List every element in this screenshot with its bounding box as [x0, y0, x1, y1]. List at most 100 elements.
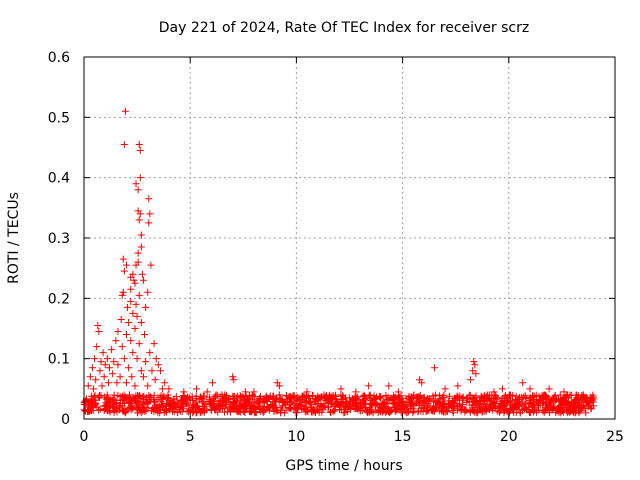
data-point [491, 398, 499, 406]
data-point [330, 407, 338, 415]
data-point [120, 267, 128, 275]
data-point [423, 396, 431, 404]
data-point [487, 397, 495, 405]
data-point [505, 393, 513, 401]
data-point [275, 382, 283, 390]
data-point [530, 408, 538, 416]
data-point [206, 398, 214, 406]
data-point [526, 385, 534, 393]
data-point [275, 391, 283, 399]
data-point [86, 398, 94, 406]
data-point [565, 404, 573, 412]
data-point [118, 343, 126, 351]
data-point [110, 358, 118, 366]
data-point [130, 396, 138, 404]
data-point [105, 364, 113, 372]
data-point [100, 373, 108, 381]
data-point [154, 361, 162, 369]
data-point [363, 407, 371, 415]
data-point [250, 388, 258, 396]
data-point [132, 180, 140, 188]
data-point [229, 373, 237, 381]
data-point [586, 399, 594, 407]
data-point [119, 288, 127, 296]
data-point [299, 402, 307, 410]
data-point [120, 355, 128, 363]
data-point [472, 370, 480, 378]
data-point [303, 388, 311, 396]
x-tick-label: 20 [500, 429, 518, 445]
data-point [211, 406, 219, 414]
data-point [509, 402, 517, 410]
data-point [449, 402, 457, 410]
data-point [256, 397, 264, 405]
data-point [326, 408, 334, 416]
x-tick-label: 10 [287, 429, 305, 445]
data-point [409, 409, 417, 417]
data-point [469, 367, 477, 375]
data-point [354, 393, 362, 401]
data-point [137, 243, 145, 251]
data-point [429, 407, 437, 415]
data-point [454, 382, 462, 390]
data-point [110, 407, 118, 415]
data-point [132, 300, 140, 308]
data-point [133, 355, 141, 363]
data-point [159, 401, 167, 409]
data-point [461, 405, 469, 413]
data-point [100, 393, 108, 401]
data-point [276, 395, 284, 403]
data-point [135, 140, 143, 148]
data-point [148, 367, 156, 375]
data-point [197, 408, 205, 416]
data-point [434, 398, 442, 406]
data-point [127, 285, 135, 293]
data-point [467, 376, 475, 384]
data-point [127, 337, 135, 345]
data-point [294, 393, 302, 401]
data-point [456, 392, 464, 400]
data-point [177, 396, 185, 404]
data-point [494, 407, 502, 415]
y-tick-label: 0.3 [48, 231, 70, 247]
data-point [390, 403, 398, 411]
data-point [109, 370, 117, 378]
data-point [572, 407, 580, 415]
data-point [382, 409, 390, 417]
data-point [529, 392, 537, 400]
data-point [127, 297, 135, 305]
data-point [141, 331, 149, 339]
data-point [339, 392, 347, 400]
data-point [478, 406, 486, 414]
data-point [251, 403, 259, 411]
data-point [503, 404, 511, 412]
x-axis-label: GPS time / hours [285, 458, 402, 474]
data-points [80, 107, 597, 417]
data-point [209, 379, 217, 387]
data-point [133, 399, 141, 407]
data-point [502, 392, 510, 400]
data-point [95, 391, 103, 399]
data-point [465, 391, 473, 399]
data-point [490, 388, 498, 396]
data-point [133, 409, 141, 417]
data-point [483, 396, 491, 404]
data-point [519, 379, 527, 387]
data-point [522, 394, 530, 402]
data-point [441, 385, 449, 393]
data-point [295, 396, 303, 404]
data-point [134, 393, 142, 401]
data-point [116, 396, 124, 404]
data-point [429, 392, 437, 400]
data-point [459, 393, 467, 401]
data-point [118, 291, 126, 299]
data-point [165, 385, 173, 393]
data-point [113, 379, 121, 387]
data-point [118, 393, 126, 401]
y-tick-label: 0.1 [48, 352, 70, 368]
data-point [444, 397, 452, 405]
data-point [88, 364, 96, 372]
data-point [344, 403, 352, 411]
data-point [299, 393, 307, 401]
data-point [139, 276, 147, 284]
